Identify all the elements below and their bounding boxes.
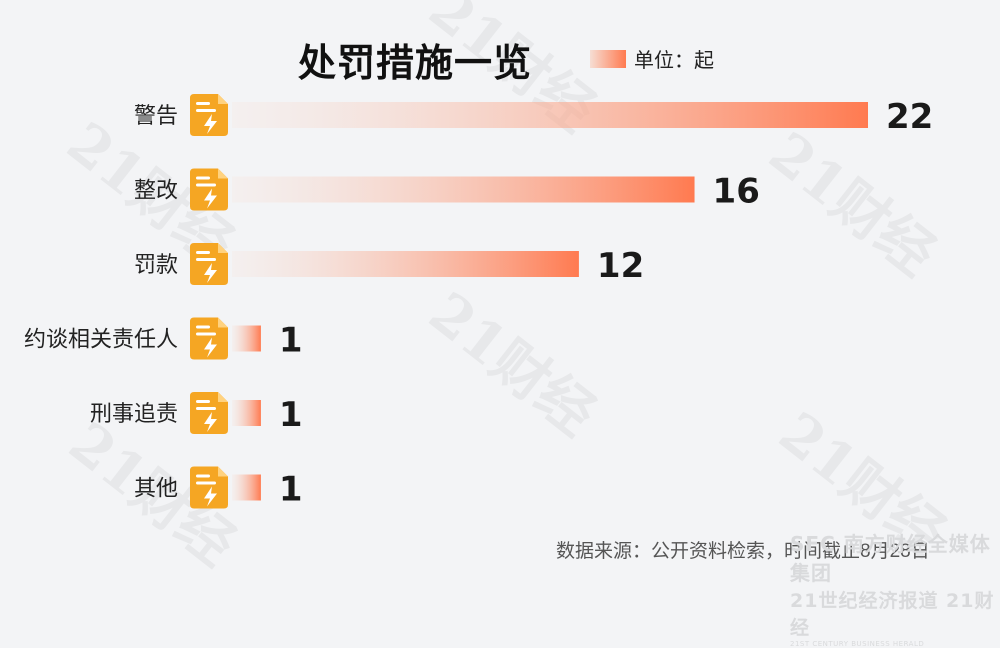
document-lightning-icon xyxy=(190,243,228,285)
chart-title: 处罚措施一览 xyxy=(298,41,533,85)
legend-label: 单位：起 xyxy=(634,50,714,72)
bar xyxy=(232,400,261,426)
legend-swatch xyxy=(590,49,626,68)
document-lightning-icon xyxy=(190,94,228,136)
category-label: 约谈相关责任人 xyxy=(24,328,178,353)
document-lightning-icon xyxy=(190,392,228,434)
value-label: 1 xyxy=(279,470,303,510)
brand-logo: SFC 南方财经全媒体集团 21世纪经济报道 21财经 21ST CENTURY… xyxy=(790,528,995,648)
bar xyxy=(232,251,579,277)
value-label: 1 xyxy=(279,321,303,361)
legend: 单位：起 xyxy=(590,44,714,73)
document-lightning-icon xyxy=(190,317,228,360)
category-label: 刑事追责 xyxy=(90,402,178,427)
bar xyxy=(232,176,695,203)
category-label: 其他 xyxy=(134,477,178,502)
chart-canvas: 21财经 21财经 21财经 21财经 21财经 21财经 处罚措施一览 单位：… xyxy=(24,0,994,648)
value-label: 22 xyxy=(886,97,933,137)
document-lightning-icon xyxy=(190,466,228,509)
category-label: 警告 xyxy=(134,104,178,129)
bar xyxy=(232,325,261,352)
value-label: 16 xyxy=(713,172,760,212)
category-label: 罚款 xyxy=(134,253,178,278)
bar xyxy=(232,474,261,501)
brand-line-3: 21ST CENTURY BUSINESS HERALD xyxy=(790,640,925,648)
data-source-note: 数据来源：公开资料检索，时间截止8月28日 xyxy=(556,541,930,562)
brand-line-1: SFC 南方财经全媒体集团 xyxy=(790,532,991,585)
bar xyxy=(232,102,868,128)
value-label: 12 xyxy=(597,246,644,286)
document-lightning-icon xyxy=(190,168,228,211)
brand-line-2: 21世纪经济报道 21财经 xyxy=(790,590,995,639)
value-label: 1 xyxy=(279,395,303,435)
bar-chart: 警告 22 整改 16 罚款 12 约谈相关责任人 1 刑事追责 1 其他 1 xyxy=(24,94,933,510)
category-label: 整改 xyxy=(134,179,178,204)
